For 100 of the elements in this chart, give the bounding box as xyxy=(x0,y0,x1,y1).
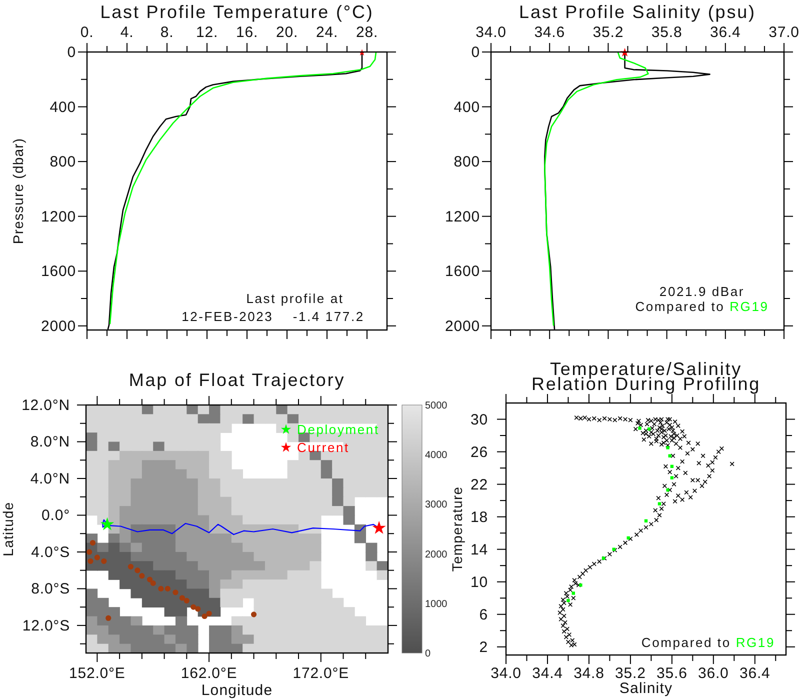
point xyxy=(164,586,170,592)
x-tick-label: 34.8 xyxy=(574,665,604,682)
x-tick-label: 12. xyxy=(196,24,218,41)
y-tick-label: 18 xyxy=(470,508,488,526)
point xyxy=(668,454,672,458)
point xyxy=(202,613,208,620)
y-tick-label: 8.0°N xyxy=(30,434,70,451)
x-tick-label: 35.2 xyxy=(615,665,646,682)
x-tick-label: 36.4 xyxy=(710,24,741,41)
point xyxy=(666,488,670,492)
chart-title: Last Profile Salinity (psu) xyxy=(519,2,756,22)
point xyxy=(670,476,674,480)
x-tick-label: 34.0 xyxy=(476,24,506,41)
y-tick-label: 4.0°N xyxy=(30,470,70,488)
x-tick-label: 4. xyxy=(120,24,134,41)
x-tick-label: 34.4 xyxy=(532,665,563,682)
x-tick-label: 36.4 xyxy=(739,665,770,682)
x-tick-label: 0. xyxy=(80,24,94,41)
x-axis-title: Salinity xyxy=(619,680,673,697)
x-tick-label: 24. xyxy=(316,24,338,41)
y-tick-label: 10 xyxy=(470,574,488,591)
point xyxy=(139,573,145,579)
point xyxy=(101,558,107,564)
point xyxy=(184,598,190,604)
y-tick-label: 30 xyxy=(470,411,488,428)
point xyxy=(100,517,114,530)
color-bar-label: 1000 xyxy=(425,598,448,610)
y-tick-label: 12.0°S xyxy=(22,617,70,634)
point xyxy=(572,592,576,595)
legend-title: Compared to xyxy=(641,635,731,650)
point xyxy=(638,426,642,430)
annotation: Last profile at xyxy=(246,291,344,306)
color-bar-label: 4000 xyxy=(425,450,448,462)
point xyxy=(566,598,570,602)
legend-title: Compared to xyxy=(635,299,725,314)
y-tick-label: 26 xyxy=(470,444,488,461)
y-tick-label: 4.0°S xyxy=(31,544,70,561)
legend-label: Deployment xyxy=(297,422,380,437)
x-tick-label: 35.8 xyxy=(651,24,682,41)
point xyxy=(106,615,112,621)
point xyxy=(372,520,386,534)
x-tick-label: 35.6 xyxy=(656,665,688,682)
x-tick-label: 37.0 xyxy=(768,24,800,41)
x-tick-label: 162.0°E xyxy=(180,665,238,682)
point xyxy=(150,580,156,586)
y-tick-label: 2000 xyxy=(445,318,480,335)
point xyxy=(94,554,100,560)
x-tick-label: 36.0 xyxy=(698,665,729,682)
color-bar-label: 0 xyxy=(425,648,431,660)
point xyxy=(158,586,164,592)
point xyxy=(195,606,201,612)
x-tick-label: 34.6 xyxy=(534,24,565,41)
annotation: 2021.9 dBar xyxy=(659,284,745,299)
legend-label: Current xyxy=(297,440,350,455)
y-tick-label: 8.0°S xyxy=(31,580,70,598)
point xyxy=(250,612,257,618)
color-bar-label: 5000 xyxy=(425,400,448,412)
y-tick-label: 1600 xyxy=(41,263,76,280)
point xyxy=(179,595,185,601)
point xyxy=(134,568,140,574)
y-tick-label: 6 xyxy=(479,606,488,624)
y-tick-label: 1600 xyxy=(445,263,480,280)
y-axis-title: Pressure (dbar) xyxy=(10,138,26,244)
y-tick-label: 800 xyxy=(50,154,76,171)
y-tick-label: 2000 xyxy=(41,318,76,335)
y-tick-label: 0 xyxy=(471,44,480,61)
point xyxy=(128,564,134,570)
y-tick-label: 22 xyxy=(470,476,488,494)
point xyxy=(90,540,96,546)
y-tick-label: 400 xyxy=(50,98,76,116)
point xyxy=(658,502,662,506)
x-tick-label: 28. xyxy=(356,24,378,41)
y-tick-label: 1200 xyxy=(41,208,76,226)
point xyxy=(190,604,196,610)
y-tick-label: 1200 xyxy=(445,208,480,226)
point xyxy=(146,576,153,582)
point xyxy=(206,610,212,616)
y-tick-label: 14 xyxy=(470,541,488,558)
x-tick-label: 152.0°E xyxy=(69,665,126,682)
text: RG19 xyxy=(736,635,775,650)
text: RG19 xyxy=(730,299,769,314)
point xyxy=(172,590,178,596)
x-axis-title: Longitude xyxy=(201,682,273,699)
annotation: 12-FEB-2023 -1.4 177.2 xyxy=(182,309,364,324)
chart-title: Temperature/Salinity Relation During Profiling xyxy=(531,359,761,394)
point xyxy=(86,549,92,555)
y-axis-title: Temperature xyxy=(449,486,465,572)
point xyxy=(666,446,670,450)
y-tick-label: 0 xyxy=(67,44,76,61)
y-tick-label: 12.0°N xyxy=(22,397,70,414)
x-tick-label: 34.0 xyxy=(490,665,522,682)
y-tick-label: 2 xyxy=(479,638,488,656)
x-tick-label: 16. xyxy=(236,24,258,41)
y-axis-title: Latitude xyxy=(0,502,16,556)
point xyxy=(88,558,94,564)
y-tick-label: 0.0° xyxy=(42,507,70,524)
point xyxy=(579,583,582,587)
y-tick-label: 400 xyxy=(454,98,480,116)
x-tick-label: 35.2 xyxy=(592,24,624,41)
y-tick-label: 800 xyxy=(454,154,480,171)
